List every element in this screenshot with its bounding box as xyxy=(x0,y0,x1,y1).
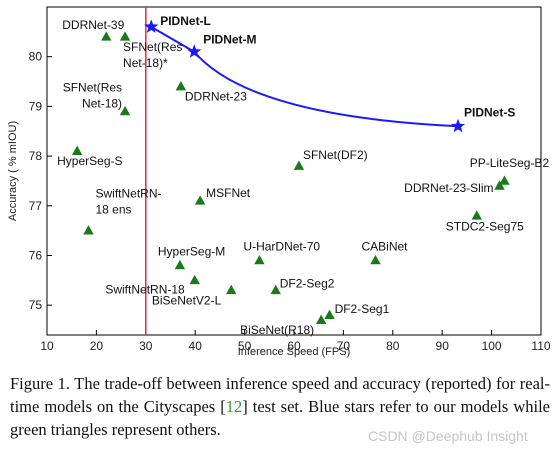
caption-text-start: Figure 1. The trade-off between inferenc… xyxy=(10,374,550,416)
triangle-marker xyxy=(471,210,483,220)
x-tick-label: 60 xyxy=(287,339,301,353)
x-tick-label: 50 xyxy=(238,339,252,353)
data-label: PIDNet-M xyxy=(203,33,256,47)
star-marker xyxy=(187,44,202,58)
x-tick-label: 30 xyxy=(139,339,153,353)
data-label: BiSeNet(R18) xyxy=(240,323,314,337)
scatter-chart: 10 20 30 40 50 60 70 80 90 100 110 75 76 77 78 79 80 PID… xyxy=(7,6,551,358)
data-label: DDRNet-39 xyxy=(62,18,124,32)
data-label: DF2-Seg2 xyxy=(280,276,335,290)
x-tick-label: 90 xyxy=(436,339,450,353)
triangle-marker xyxy=(175,81,187,91)
plot-frame xyxy=(46,6,542,336)
data-label: SFNet(DF2) xyxy=(303,148,368,162)
triangle-marker xyxy=(226,284,237,295)
x-tick-label: 110 xyxy=(531,339,550,353)
triangle-marker xyxy=(71,145,83,155)
x-tick-label: 100 xyxy=(482,339,502,353)
data-points xyxy=(71,19,510,324)
y-tick-label: 76 xyxy=(29,248,43,262)
y-tick-label: 77 xyxy=(29,199,43,213)
plot-area xyxy=(46,6,542,336)
triangle-marker xyxy=(499,175,510,185)
data-label: HyperSeg-M xyxy=(158,244,225,258)
triangle-marker xyxy=(254,254,265,265)
x-tick-label: 20 xyxy=(90,339,104,353)
star-marker xyxy=(450,118,466,133)
triangle-marker xyxy=(270,284,281,295)
x-tick-label: 80 xyxy=(386,339,400,353)
data-label: PIDNet-L xyxy=(160,14,211,28)
data-label: PP-LiteSeg-B2 xyxy=(470,156,550,170)
triangle-marker xyxy=(101,31,112,41)
citation-link[interactable]: 12 xyxy=(225,397,243,416)
y-axis-label: Accuracy ( % mIOU) xyxy=(7,121,19,221)
data-label: SwiftNetRN-18 xyxy=(105,282,185,296)
triangle-marker xyxy=(494,180,505,190)
y-tick-label: 79 xyxy=(29,99,43,113)
triangle-marker xyxy=(194,195,206,205)
triangle-marker xyxy=(293,160,305,170)
data-label: DF2-Seg1 xyxy=(335,302,390,316)
watermark: CSDN @Deephub Insight xyxy=(368,428,528,444)
axis-ticks: 10 20 30 40 50 60 70 80 90 100 110 75 76 77 78 79 80 xyxy=(29,50,551,353)
data-label: STDC2-Seg75 xyxy=(446,220,524,234)
data-label: MSFNet xyxy=(206,186,251,200)
triangle-marker xyxy=(174,259,186,270)
y-tick-label: 78 xyxy=(29,149,43,163)
star-marker xyxy=(144,19,159,33)
data-label: DDRNet-23-Slim xyxy=(404,181,493,195)
data-label: PIDNet-S xyxy=(464,105,515,119)
figure-caption: Figure 1. The trade-off between inferenc… xyxy=(10,372,550,441)
data-label: CABiNet xyxy=(362,239,409,253)
triangle-marker xyxy=(324,309,335,319)
x-tick-label: 10 xyxy=(40,339,54,353)
x-tick-label: 40 xyxy=(189,339,203,353)
y-tick-label: 80 xyxy=(29,50,43,64)
data-label: DDRNet-23 xyxy=(185,90,247,104)
pareto-curve-layer xyxy=(150,26,459,128)
x-tick-label: 70 xyxy=(337,339,351,353)
data-label: U-HarDNet-70 xyxy=(243,239,320,253)
triangle-marker xyxy=(370,254,381,265)
triangle-marker xyxy=(83,225,94,235)
data-label: SFNet(Res Net-18) xyxy=(63,80,122,110)
caption-text-end: ] test set. Blue stars refer to our mode… xyxy=(10,397,550,439)
triangle-marker xyxy=(119,31,131,41)
x-axis-label: Inference Speed (FPS) xyxy=(238,346,351,358)
data-label: SFNet(Res Net-18)* xyxy=(123,40,182,70)
triangle-marker xyxy=(315,314,327,324)
triangle-marker xyxy=(119,105,131,116)
data-label: HyperSeg-S xyxy=(57,154,122,168)
data-label: BiSeNetV2-L xyxy=(152,293,222,307)
triangle-marker xyxy=(189,274,200,285)
data-label: SwiftNetRN-18 ens xyxy=(95,187,161,217)
pareto-curve xyxy=(150,26,459,128)
y-tick-label: 75 xyxy=(29,298,43,312)
data-labels: PIDNet-L PIDNet-M PIDNet-S DDRNet-39 SFNet(R… xyxy=(57,14,549,337)
